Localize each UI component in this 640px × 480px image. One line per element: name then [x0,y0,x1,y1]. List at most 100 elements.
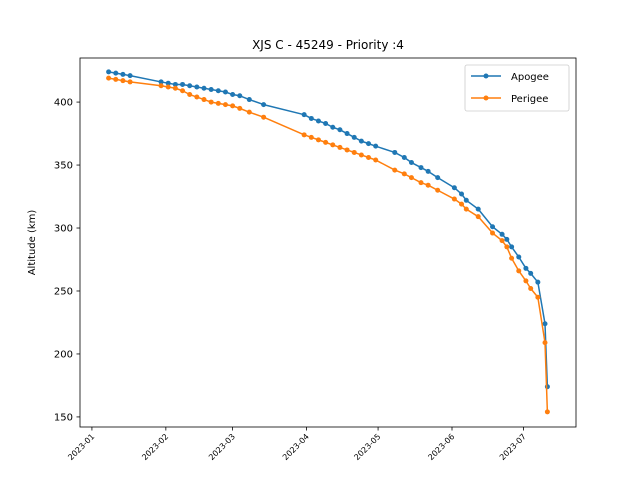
data-point-apogee [523,265,529,271]
data-point-perigee [106,75,112,81]
data-point-perigee [401,171,407,177]
data-point-apogee [194,84,200,90]
data-point-apogee [366,141,372,147]
y-tick-label: 400 [54,98,73,109]
data-point-perigee [158,83,164,89]
data-point-apogee [330,124,336,130]
data-point-perigee [222,102,228,108]
legend-label-apogee: Apogee [511,72,549,83]
legend-marker-apogee [483,73,489,79]
data-point-perigee [509,255,515,261]
data-point-apogee [201,85,207,91]
data-point-perigee [172,85,178,91]
data-point-apogee [172,81,178,87]
data-point-perigee [261,114,267,120]
data-point-perigee [425,182,431,188]
data-point-apogee [344,131,350,137]
data-point-perigee [358,152,364,158]
data-point-apogee [418,165,424,171]
plot-frame [79,57,577,428]
data-point-perigee [237,105,243,111]
x-tick-label: 2023-02 [140,432,170,462]
x-tick-label: 2023-03 [207,432,237,462]
data-point-perigee [463,206,469,212]
y-tick-label: 250 [54,286,73,297]
x-tick-label: 2023-06 [426,432,456,462]
data-point-apogee [475,206,481,212]
data-point-apogee [120,71,126,77]
y-tick-label: 150 [54,412,73,423]
data-point-perigee [523,278,529,284]
data-point-perigee [215,100,221,106]
data-point-perigee [323,139,329,145]
data-point-apogee [301,112,307,118]
data-point-apogee [158,79,164,85]
x-axis: 2023-01 2023-02 2023-03 2023-04 2023-05 2023-… [66,427,528,462]
plot-series [106,69,550,415]
data-point-apogee [499,231,505,237]
data-point-apogee [435,175,441,181]
data-point-apogee [351,134,357,140]
x-tick-label: 2023-01 [66,432,96,462]
data-point-perigee [451,196,457,202]
data-point-apogee [408,160,414,166]
data-point-apogee [535,279,541,285]
data-point-apogee [463,197,469,203]
data-point-apogee [509,244,515,250]
data-point-perigee [337,144,343,150]
data-point-perigee [344,147,350,153]
data-point-apogee [215,88,221,94]
data-point-perigee [475,214,481,220]
data-point-apogee [392,149,398,155]
data-point-apogee [106,69,112,75]
data-point-perigee [544,409,550,415]
data-point-perigee [435,187,441,193]
data-point-perigee [528,285,534,291]
data-point-perigee [230,103,236,109]
data-point-apogee [180,81,186,87]
data-point-perigee [246,109,252,115]
data-point-perigee [120,78,126,84]
data-point-perigee [504,244,510,250]
legend-label-perigee: Perigee [511,94,548,105]
data-point-perigee [208,99,214,105]
data-point-apogee [237,93,243,99]
data-point-perigee [330,142,336,148]
data-point-apogee [222,89,228,95]
x-tick-label: 2023-04 [281,432,311,462]
data-point-apogee [401,154,407,160]
data-point-perigee [308,134,314,140]
legend: Apogee Perigee [464,64,570,112]
data-point-perigee [301,132,307,138]
data-point-perigee [499,238,505,244]
legend-marker-perigee [483,95,489,101]
data-point-perigee [165,84,171,90]
data-point-perigee [418,180,424,186]
data-point-apogee [308,115,314,121]
data-point-apogee [246,97,252,103]
data-point-apogee [261,102,267,108]
data-point-perigee [373,157,379,163]
series-line-apogee [108,71,549,387]
data-point-apogee [528,270,534,276]
data-point-apogee [358,138,364,144]
data-point-apogee [127,73,133,79]
data-point-apogee [113,70,119,76]
chart-title: XJS C - 45249 - Priority :4 [252,38,404,52]
data-point-perigee [392,167,398,173]
data-point-apogee [425,168,431,174]
data-point-perigee [127,79,133,85]
data-point-perigee [516,268,522,274]
data-point-apogee [451,185,457,191]
data-point-perigee [201,97,207,103]
data-point-apogee [208,86,214,92]
y-axis-label: Altitude (km) [27,210,38,276]
y-axis: 150 200 250 300 350 400 [54,98,80,423]
data-point-perigee [113,76,119,82]
series-line-perigee [108,77,549,412]
data-point-perigee [180,88,186,94]
data-point-perigee [535,294,541,300]
data-point-perigee [408,175,414,181]
data-point-perigee [315,137,321,143]
